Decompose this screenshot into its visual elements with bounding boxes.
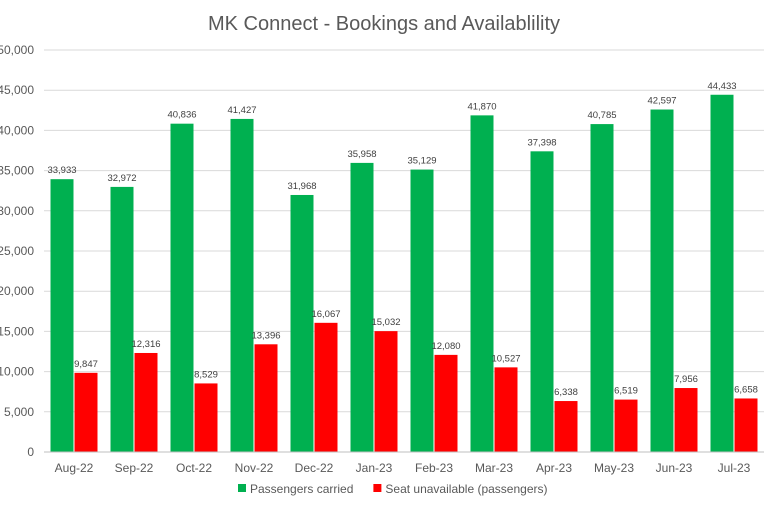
- x-tick-label: Jan-23: [356, 461, 393, 475]
- bar-passengers-carried: [170, 123, 194, 452]
- bar-seat-unavailable: [734, 398, 758, 452]
- bar-passengers-carried: [650, 109, 674, 453]
- data-label: 7,956: [674, 374, 698, 385]
- bar-passengers-carried: [470, 115, 494, 452]
- bar-seat-unavailable: [434, 354, 458, 452]
- legend-swatch-unavailable: [373, 484, 382, 492]
- bar-passengers-carried: [110, 186, 134, 452]
- bars: [50, 94, 758, 453]
- data-label: 41,870: [467, 101, 496, 112]
- data-label: 40,836: [167, 110, 196, 121]
- x-tick-label: Oct-22: [176, 461, 212, 475]
- gridlines: [44, 49, 764, 413]
- x-tick-label: Sep-22: [115, 461, 154, 475]
- x-tick-label: Mar-23: [475, 461, 513, 475]
- y-tick-label: 20,000: [0, 284, 34, 298]
- data-label: 41,427: [227, 105, 256, 116]
- legend-entry: Passengers carried: [250, 482, 353, 496]
- bar-seat-unavailable: [74, 372, 98, 452]
- y-tick-label: 50,000: [0, 43, 34, 57]
- bar-passengers-carried: [710, 94, 734, 453]
- data-label: 31,968: [287, 181, 316, 192]
- bar-seat-unavailable: [374, 331, 398, 452]
- data-label: 37,398: [527, 137, 556, 148]
- bar-seat-unavailable: [194, 383, 218, 452]
- x-tick-label: Dec-22: [295, 461, 334, 475]
- y-tick-label: 5,000: [4, 405, 34, 419]
- bar-passengers-carried: [530, 151, 554, 453]
- y-tick-label: 40,000: [0, 123, 34, 137]
- y-axis-ticks: 0 5,000 10,000 15,000 20,000 25,000 30,000 35,0…: [0, 43, 34, 459]
- data-label: 6,338: [554, 387, 578, 398]
- bar-seat-unavailable: [254, 344, 278, 452]
- data-label: 15,032: [371, 317, 400, 328]
- x-axis-ticks: Aug-22 Sep-22 Oct-22 Nov-22 Dec-22 Jan-23 Feb-…: [55, 461, 751, 475]
- legend-swatch-passengers: [238, 484, 246, 492]
- data-labels: 33,933 9,847 32,972 12,316 40,836 8,529 41,427…: [47, 81, 757, 398]
- x-tick-label: Nov-22: [235, 461, 274, 475]
- x-tick-label: Jun-23: [656, 461, 693, 475]
- data-label: 6,519: [614, 386, 638, 397]
- bar-passengers-carried: [350, 162, 374, 452]
- data-label: 8,529: [194, 369, 218, 380]
- data-label: 12,080: [431, 341, 460, 352]
- bar-seat-unavailable: [614, 399, 638, 452]
- y-tick-label: 30,000: [0, 204, 34, 218]
- data-label: 44,433: [707, 81, 736, 92]
- x-tick-label: Aug-22: [55, 461, 94, 475]
- data-label: 40,785: [587, 110, 616, 121]
- bar-seat-unavailable: [314, 322, 338, 452]
- bar-passengers-carried: [410, 169, 434, 452]
- data-label: 10,527: [491, 353, 520, 364]
- y-tick-label: 35,000: [0, 164, 34, 178]
- data-label: 35,958: [347, 149, 376, 160]
- legend: Passengers carried Seat unavailable (pass…: [238, 482, 548, 496]
- data-label: 13,396: [251, 330, 280, 341]
- data-label: 9,847: [74, 359, 98, 370]
- x-tick-label: Apr-23: [536, 461, 572, 475]
- y-tick-label: 0: [27, 445, 34, 459]
- bar-seat-unavailable: [494, 367, 518, 452]
- data-label: 42,597: [647, 96, 676, 107]
- y-tick-label: 15,000: [0, 324, 34, 338]
- data-label: 6,658: [734, 384, 758, 395]
- bar-passengers-carried: [230, 118, 254, 453]
- x-tick-label: Feb-23: [415, 461, 453, 475]
- bar-seat-unavailable: [674, 388, 698, 452]
- data-label: 35,129: [407, 156, 436, 167]
- bar-passengers-carried: [590, 124, 614, 453]
- y-tick-label: 10,000: [0, 365, 34, 379]
- bar-seat-unavailable: [134, 352, 158, 452]
- bar-seat-unavailable: [554, 401, 578, 452]
- y-tick-label: 45,000: [0, 83, 34, 97]
- bar-passengers-carried: [50, 179, 74, 452]
- legend-entry: Seat unavailable (passengers): [385, 482, 547, 496]
- x-tick-label: May-23: [594, 461, 634, 475]
- chart-title: MK Connect - Bookings and Availablility: [208, 13, 560, 35]
- bar-passengers-carried: [290, 194, 314, 452]
- y-tick-label: 25,000: [0, 244, 34, 258]
- data-label: 32,972: [107, 173, 136, 184]
- data-label: 16,067: [311, 309, 340, 320]
- data-label: 33,933: [47, 165, 76, 176]
- x-tick-label: Jul-23: [718, 461, 751, 475]
- data-label: 12,316: [131, 339, 160, 350]
